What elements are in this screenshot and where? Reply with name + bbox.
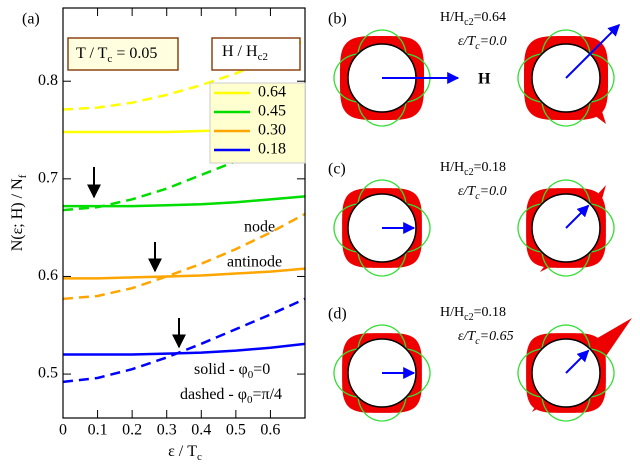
y-axis-label-main: N(ε; H) / N bbox=[9, 178, 26, 251]
vector-label: H bbox=[478, 71, 491, 88]
energy-label: ε/Tc=0.0 bbox=[458, 34, 507, 52]
energy-label-tail: =0.0 bbox=[480, 184, 507, 199]
x-axis-label: ε / Tc bbox=[168, 443, 202, 463]
panel-label: (b) bbox=[328, 11, 347, 28]
y-tick-label: 0.7 bbox=[38, 170, 58, 187]
panel-label: (d) bbox=[328, 306, 347, 323]
annotation-solid-tail: =0 bbox=[253, 361, 270, 378]
x-tick-label: 0.3 bbox=[157, 422, 177, 439]
field-label: H/Hc2=0.64 bbox=[440, 10, 506, 28]
annotation-node: node bbox=[244, 219, 275, 236]
temperature: T / Tc = 0.05 bbox=[76, 45, 157, 65]
energy-label-main: ε/T bbox=[458, 329, 476, 344]
field-label-main: H/H bbox=[440, 160, 464, 175]
y-axis-label: N(ε; H) / Nf bbox=[9, 174, 29, 251]
field-label-tail: =0.18 bbox=[474, 160, 506, 175]
x-tick-label: 0.1 bbox=[88, 422, 108, 439]
field-label-sub: c2 bbox=[464, 312, 473, 323]
figure: (a)00.10.20.30.40.50.60.50.60.70.8ε / Tc… bbox=[0, 0, 640, 464]
x-tick-label: 0.4 bbox=[191, 422, 211, 439]
diagrams: (b)H/Hc2=0.64ε/Tc=0.0H(c)H/Hc2=0.18ε/Tc=… bbox=[328, 10, 632, 421]
x-axis-label-main: ε / T bbox=[168, 443, 197, 460]
y-tick-label: 0.5 bbox=[38, 365, 58, 382]
order-parameter-diagram bbox=[518, 180, 614, 276]
y-axis-label-sub: f bbox=[17, 174, 29, 178]
order-parameter-diagram bbox=[334, 325, 430, 421]
field-label-main: H/H bbox=[440, 305, 464, 320]
energy-label-main: ε/T bbox=[458, 34, 476, 49]
annotation-dashed-main: dashed - φ bbox=[180, 386, 247, 403]
series-line bbox=[63, 196, 305, 206]
annotation-solid: solid - φ0=0 bbox=[194, 361, 270, 381]
temperature-main: T / T bbox=[76, 45, 108, 62]
energy-label-main: ε/T bbox=[458, 184, 476, 199]
x-tick-label: 0.2 bbox=[122, 422, 142, 439]
field-label-tail: =0.64 bbox=[474, 10, 506, 25]
panel-label: (c) bbox=[328, 161, 346, 178]
field-label: H/Hc2=0.18 bbox=[440, 160, 506, 178]
field-label: H/Hc2=0.18 bbox=[440, 305, 506, 323]
order-parameter-diagram bbox=[334, 30, 458, 126]
order-parameter-diagram bbox=[518, 25, 619, 126]
annotation-solid-main: solid - φ bbox=[194, 361, 248, 378]
annotation-dashed-tail: =π/4 bbox=[253, 386, 283, 403]
y-tick-label: 0.8 bbox=[38, 72, 58, 89]
x-tick-label: 0.5 bbox=[226, 422, 246, 439]
legend-label: 0.64 bbox=[258, 84, 286, 101]
field-label-main: H/H bbox=[440, 10, 464, 25]
legend-label: 0.18 bbox=[258, 141, 286, 158]
energy-label: ε/Tc=0.65 bbox=[458, 329, 514, 347]
x-tick-label: 0 bbox=[59, 422, 67, 439]
series-line bbox=[63, 344, 305, 355]
legend-label: 0.30 bbox=[258, 122, 286, 139]
temperature-tail: = 0.05 bbox=[112, 45, 157, 62]
annotation-antinode: antinode bbox=[227, 254, 282, 271]
panel-label: (a) bbox=[22, 11, 40, 28]
y-tick-label: 0.6 bbox=[38, 267, 58, 284]
order-parameter-diagram bbox=[518, 318, 632, 421]
x-tick-label: 0.6 bbox=[260, 422, 280, 439]
field-label-sub: c2 bbox=[464, 17, 473, 28]
field-label-tail: =0.18 bbox=[474, 305, 506, 320]
legend-title-main: H / H bbox=[222, 43, 258, 60]
legend-title-sub: c2 bbox=[258, 51, 268, 63]
energy-label-tail: =0.65 bbox=[480, 329, 514, 344]
energy-label: ε/Tc=0.0 bbox=[458, 184, 507, 202]
energy-label-tail: =0.0 bbox=[480, 34, 507, 49]
x-axis-label-sub: c bbox=[197, 451, 202, 463]
legend-label: 0.45 bbox=[258, 103, 286, 120]
annotation-dashed: dashed - φ0=π/4 bbox=[180, 386, 282, 406]
order-parameter-diagram bbox=[334, 180, 430, 276]
field-label-sub: c2 bbox=[464, 167, 473, 178]
